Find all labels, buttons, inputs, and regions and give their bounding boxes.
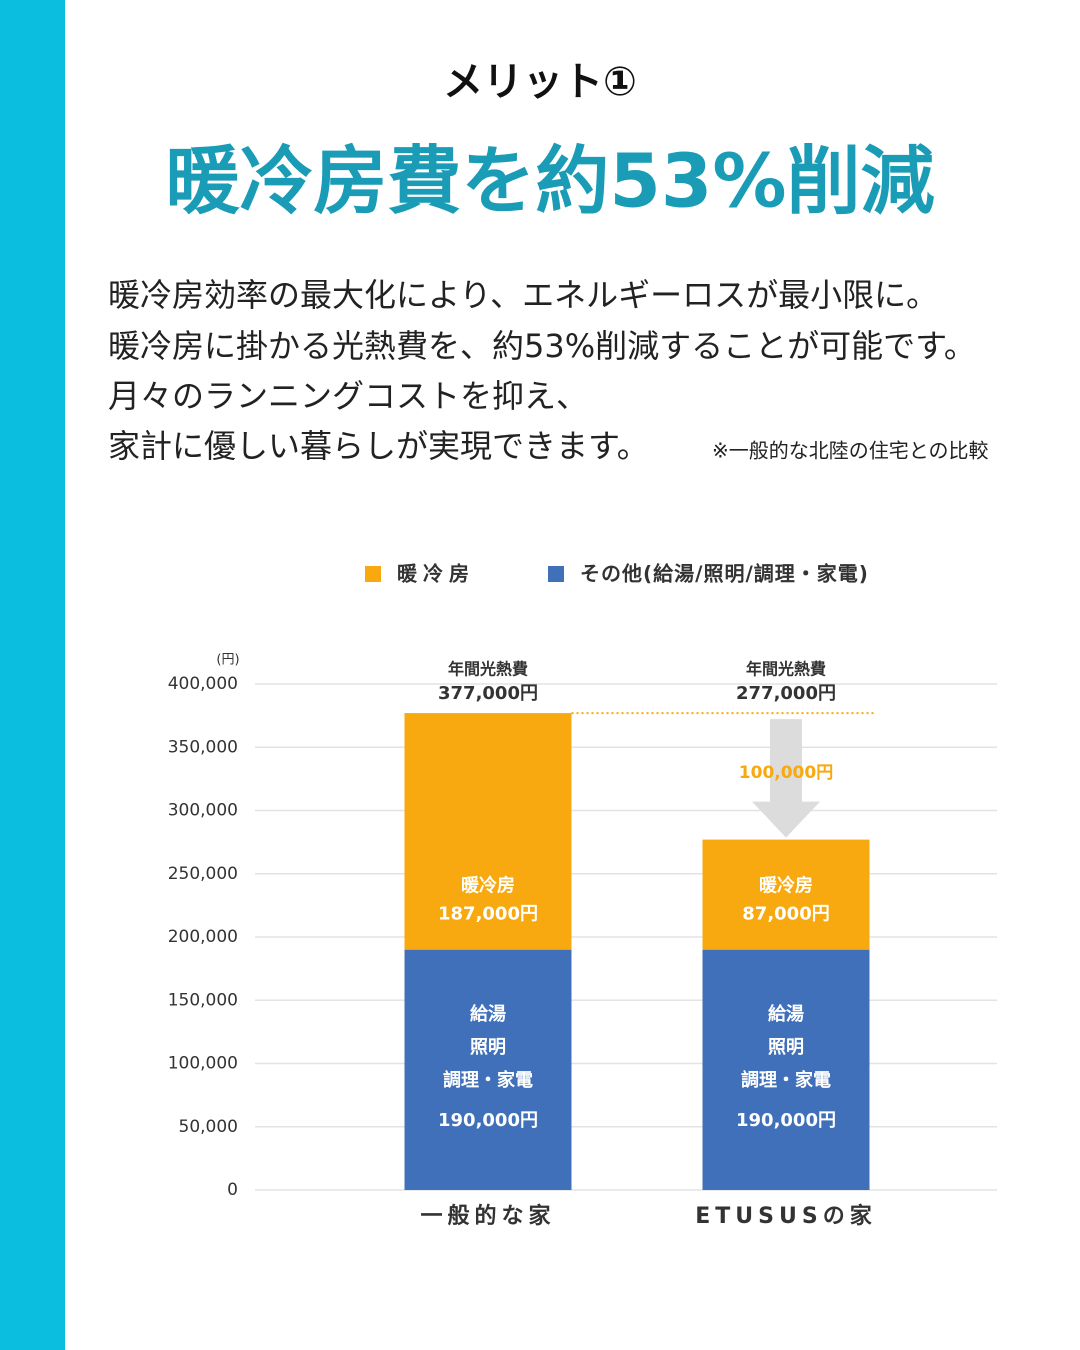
segment-label: 照明 [470,1037,506,1058]
segment-label: 調理・家電 [443,1069,533,1091]
value-label: 87,000円 [742,904,829,925]
y-tick-label: 100,000 [168,1054,238,1074]
y-tick-label: 300,000 [168,801,238,821]
difference-arrow [752,719,820,838]
segment-label: 調理・家電 [741,1069,831,1091]
body-line: 月々のランニングコストを抑え、 [108,377,588,415]
segment-label: 給湯 [470,1003,506,1025]
value-label: 187,000円 [438,904,538,925]
note: ※一般的な北陸の住宅との比較 [712,439,989,463]
bar-segment [702,949,870,1190]
body-line: 暖冷房に掛かる光熱費を、約53%削減することが可能です。 [108,327,976,365]
legend-swatch [365,566,381,582]
total-label: 377,000円 [438,683,538,704]
y-tick-label: 50,000 [179,1117,238,1137]
body-line: 暖冷房効率の最大化により、エネルギーロスが最小限に。 [108,276,938,314]
legend-swatch [548,566,564,582]
y-tick-label: 400,000 [168,674,238,694]
total-caption: 年間光熱費 [746,660,826,679]
segment-label: 暖冷房 [461,875,515,897]
legend-label: その他(給湯/照明/調理・家電) [580,562,869,586]
segment-label: 暖冷房 [759,875,813,897]
y-tick-label: 250,000 [168,864,238,884]
bar-segment [404,949,572,1190]
side-stripe [0,0,65,1350]
segment-label: 照明 [768,1037,804,1058]
bar-segment [702,839,870,950]
value-label: 190,000円 [438,1110,538,1131]
x-tick-label: 一般的な家 [420,1203,555,1229]
segment-label: 給湯 [768,1003,804,1025]
body-line: 家計に優しい暮らしが実現できます。 [108,427,649,465]
subtitle: メリット① [443,59,637,105]
total-caption: 年間光熱費 [448,660,528,679]
y-unit: (円) [216,653,239,668]
y-tick-label: 200,000 [168,927,238,947]
value-label: 190,000円 [736,1110,836,1131]
y-tick-label: 0 [227,1180,238,1200]
legend-label: 暖冷房 [397,562,475,586]
y-tick-label: 150,000 [168,990,238,1010]
x-tick-label: ETUSUSの家 [695,1203,876,1229]
total-label: 277,000円 [736,683,836,704]
bar-segment [404,713,572,950]
difference-label: 100,000円 [739,763,833,783]
title: 暖冷房費を約53%削減 [165,139,934,225]
y-tick-label: 350,000 [168,737,238,757]
